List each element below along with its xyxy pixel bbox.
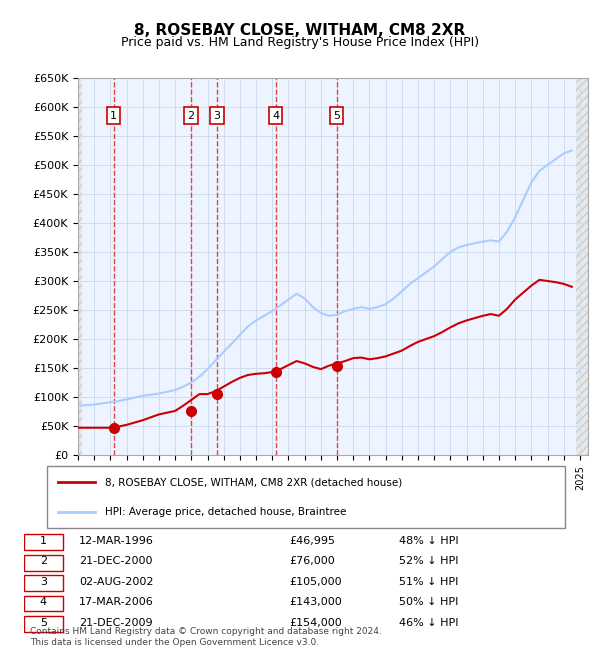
Text: Price paid vs. HM Land Registry's House Price Index (HPI): Price paid vs. HM Land Registry's House … — [121, 36, 479, 49]
Text: 4: 4 — [272, 111, 279, 121]
Bar — [78, 78, 82, 455]
Text: 3: 3 — [40, 577, 47, 587]
Bar — [576, 78, 588, 455]
Text: 02-AUG-2002: 02-AUG-2002 — [79, 577, 154, 587]
FancyBboxPatch shape — [24, 534, 62, 550]
Text: 51% ↓ HPI: 51% ↓ HPI — [400, 577, 459, 587]
Text: Contains HM Land Registry data © Crown copyright and database right 2024.
This d: Contains HM Land Registry data © Crown c… — [30, 627, 382, 647]
Text: 5: 5 — [40, 618, 47, 628]
Text: 17-MAR-2006: 17-MAR-2006 — [79, 597, 154, 607]
Text: 8, ROSEBAY CLOSE, WITHAM, CM8 2XR (detached house): 8, ROSEBAY CLOSE, WITHAM, CM8 2XR (detac… — [106, 477, 403, 488]
Text: 21-DEC-2009: 21-DEC-2009 — [79, 618, 153, 628]
Text: 52% ↓ HPI: 52% ↓ HPI — [400, 556, 459, 566]
FancyBboxPatch shape — [47, 466, 565, 528]
Text: 8, ROSEBAY CLOSE, WITHAM, CM8 2XR: 8, ROSEBAY CLOSE, WITHAM, CM8 2XR — [134, 23, 466, 38]
Text: 46% ↓ HPI: 46% ↓ HPI — [400, 618, 459, 628]
Text: £154,000: £154,000 — [289, 618, 342, 628]
Text: 1: 1 — [40, 536, 47, 546]
Text: HPI: Average price, detached house, Braintree: HPI: Average price, detached house, Brai… — [106, 507, 347, 517]
Text: 21-DEC-2000: 21-DEC-2000 — [79, 556, 152, 566]
Text: £46,995: £46,995 — [289, 536, 335, 546]
Text: 1: 1 — [110, 111, 117, 121]
FancyBboxPatch shape — [24, 575, 62, 591]
Text: 3: 3 — [214, 111, 220, 121]
Text: £76,000: £76,000 — [289, 556, 335, 566]
Text: £143,000: £143,000 — [289, 597, 342, 607]
FancyBboxPatch shape — [24, 616, 62, 632]
FancyBboxPatch shape — [24, 554, 62, 571]
Text: 2: 2 — [187, 111, 194, 121]
Text: 50% ↓ HPI: 50% ↓ HPI — [400, 597, 459, 607]
FancyBboxPatch shape — [24, 595, 62, 612]
Text: 48% ↓ HPI: 48% ↓ HPI — [400, 536, 459, 546]
Text: £105,000: £105,000 — [289, 577, 341, 587]
Text: 5: 5 — [333, 111, 340, 121]
Text: 12-MAR-1996: 12-MAR-1996 — [79, 536, 154, 546]
Text: 4: 4 — [40, 597, 47, 607]
Text: 2: 2 — [40, 556, 47, 566]
